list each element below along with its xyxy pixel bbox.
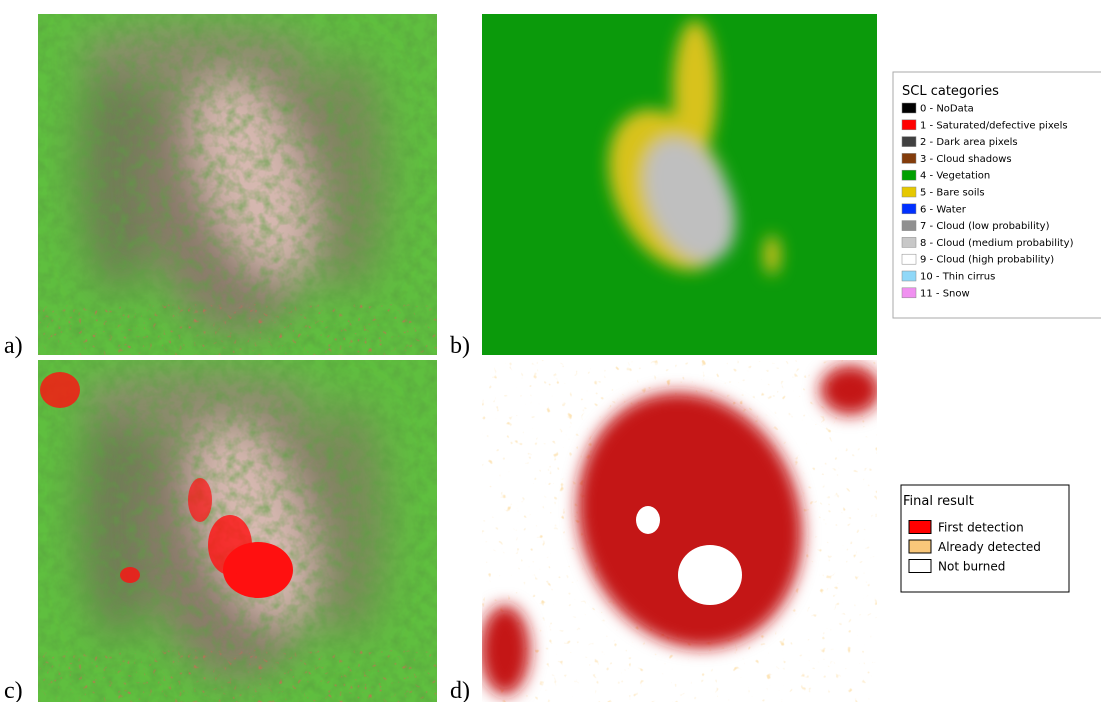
legend-box (892, 71, 1101, 319)
legend-label: First detection (938, 521, 1024, 535)
legend-label: 1 - Saturated/defective pixels (920, 120, 1068, 131)
panel-label: c) (4, 678, 23, 702)
legend: First detection Already detected Not burne… (908, 520, 1041, 574)
legend-swatch (901, 237, 917, 248)
legend-swatch (901, 153, 917, 164)
legend-title: Final result (903, 494, 974, 509)
legend-swatch (901, 136, 917, 147)
legend-box (900, 484, 1070, 593)
legend-label: 9 - Cloud (high probability) (920, 255, 1054, 266)
legend-swatch (901, 253, 917, 265)
legend-swatch (901, 169, 917, 181)
legend-swatch (908, 559, 932, 573)
legend-swatch (901, 186, 917, 198)
legend-swatch (901, 220, 917, 231)
legend-label: 4 - Vegetation (920, 171, 990, 182)
image-a (38, 14, 437, 356)
legend-label: 3 - Cloud shadows (920, 154, 1012, 165)
legend-swatch (908, 520, 932, 534)
image-d (482, 360, 877, 702)
legend-label: Already detected (938, 540, 1041, 554)
legend-label: Not burned (938, 560, 1005, 574)
legend-swatch (901, 270, 917, 282)
legend-label: 10 - Thin cirrus (920, 272, 995, 283)
legend-label: 7 - Cloud (low probability) (920, 221, 1050, 232)
legend-swatch (901, 102, 917, 114)
panel-label: d) (450, 678, 470, 702)
image-c (38, 360, 437, 702)
legend-label: 5 - Bare soils (920, 188, 985, 199)
legend-swatch (901, 287, 917, 299)
panel-label: b) (450, 333, 470, 359)
legend-label: 6 - Water (920, 204, 967, 215)
legend-label: 0 - NoData (920, 104, 974, 115)
legend-swatch (901, 203, 917, 215)
legend-swatch (901, 119, 917, 131)
legend-swatch (908, 539, 932, 554)
legend: 0 - NoData 1 - Saturated/defective pixels… (901, 102, 1074, 299)
legend-label: 8 - Cloud (medium probability) (920, 238, 1074, 249)
legend-label: 11 - Snow (920, 288, 970, 299)
legend-label: 2 - Dark area pixels (920, 137, 1018, 148)
panel-label: a) (4, 333, 23, 359)
legend-title: SCL categories (902, 84, 999, 99)
image-b (482, 14, 877, 355)
